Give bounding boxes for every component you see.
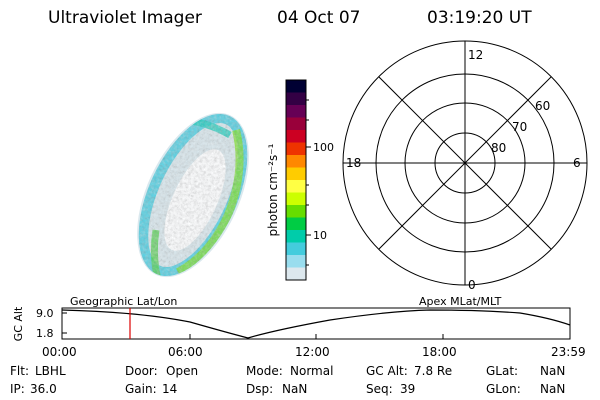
lat-label-70: 70 bbox=[512, 120, 527, 134]
info-door-value: Open bbox=[166, 364, 198, 378]
xtick-1800: 18:00 bbox=[422, 345, 457, 359]
info-flt-value: LBHL bbox=[35, 364, 66, 378]
xtick-0000: 00:00 bbox=[42, 345, 77, 359]
lat-label-80: 80 bbox=[491, 141, 506, 155]
colorbar-cell bbox=[286, 230, 306, 243]
colorbar-tick-10: 10 bbox=[313, 229, 327, 242]
info-mode-value: Normal bbox=[290, 364, 333, 378]
colorbar-unit-label: photon cm⁻²s⁻¹ bbox=[266, 143, 280, 236]
info-gcalt-key: GC Alt: bbox=[366, 364, 408, 378]
ytick-9: 9.0 bbox=[36, 307, 54, 320]
colorbar-cell bbox=[286, 205, 306, 218]
colorbar-cell bbox=[286, 130, 306, 143]
info-dsp-key: Dsp: bbox=[246, 382, 273, 396]
info-dsp-value: NaN bbox=[282, 382, 307, 396]
colorbar: 100 10 photon cm⁻²s⁻¹ bbox=[266, 79, 334, 281]
geographic-label: Geographic Lat/Lon bbox=[70, 295, 177, 308]
mlt-label-6: 6 bbox=[573, 156, 581, 170]
time-label: 03:19:20 UT bbox=[427, 8, 532, 28]
info-glon-value: NaN bbox=[540, 382, 565, 396]
xtick-2359: 23:59 bbox=[551, 345, 586, 359]
ytick-1-8: 1.8 bbox=[36, 327, 54, 340]
info-seq-key: Seq: bbox=[366, 382, 393, 396]
info-mode-key: Mode: bbox=[246, 364, 283, 378]
info-glon-key: GLon: bbox=[486, 382, 521, 396]
info-panel: Flt: LBHL Door: Open Mode: Normal GC Alt… bbox=[10, 364, 565, 396]
altitude-timeline: 9.0 1.8 GC Alt Geographic Lat/Lon Apex M… bbox=[12, 295, 586, 359]
colorbar-cell bbox=[286, 117, 306, 131]
timeline-ylabel: GC Alt bbox=[12, 306, 25, 341]
instrument-title: Ultraviolet Imager bbox=[48, 8, 202, 28]
apex-label: Apex MLat/MLT bbox=[419, 295, 502, 308]
mlt-label-0: 0 bbox=[468, 278, 476, 292]
xtick-0600: 06:00 bbox=[168, 345, 203, 359]
info-seq-value: 39 bbox=[400, 382, 415, 396]
date-label: 04 Oct 07 bbox=[277, 8, 361, 28]
mlt-label-12: 12 bbox=[468, 48, 483, 62]
info-door-key: Door: bbox=[125, 364, 158, 378]
altitude-curve bbox=[61, 309, 571, 339]
info-gcalt-value: 7.8 Re bbox=[414, 364, 452, 378]
colorbar-cell bbox=[286, 92, 306, 106]
colorbar-cell bbox=[286, 217, 306, 231]
info-glat-key: GLat: bbox=[486, 364, 518, 378]
colorbar-cell bbox=[286, 255, 306, 268]
xtick-1200: 12:00 bbox=[295, 345, 330, 359]
colorbar-cell bbox=[286, 192, 306, 206]
colorbar-cell bbox=[286, 80, 306, 93]
colorbar-cell bbox=[286, 155, 306, 168]
colorbar-cell bbox=[286, 267, 306, 281]
info-gain-value: 14 bbox=[162, 382, 177, 396]
colorbar-cell bbox=[286, 242, 306, 256]
info-gain-key: Gain: bbox=[125, 382, 157, 396]
info-ip-value: 36.0 bbox=[30, 382, 57, 396]
colorbar-cell bbox=[286, 167, 306, 181]
auroral-oval-image bbox=[120, 100, 270, 293]
info-ip-key: IP: bbox=[10, 382, 25, 396]
info-flt-key: Flt: bbox=[10, 364, 29, 378]
lat-label-60: 60 bbox=[535, 99, 550, 113]
colorbar-cell bbox=[286, 142, 306, 156]
mlt-label-18: 18 bbox=[346, 156, 361, 170]
info-glat-value: NaN bbox=[540, 364, 565, 378]
polar-grid bbox=[342, 40, 588, 286]
colorbar-cell bbox=[286, 105, 306, 118]
colorbar-cell bbox=[286, 180, 306, 193]
colorbar-tick-100: 100 bbox=[313, 141, 334, 154]
